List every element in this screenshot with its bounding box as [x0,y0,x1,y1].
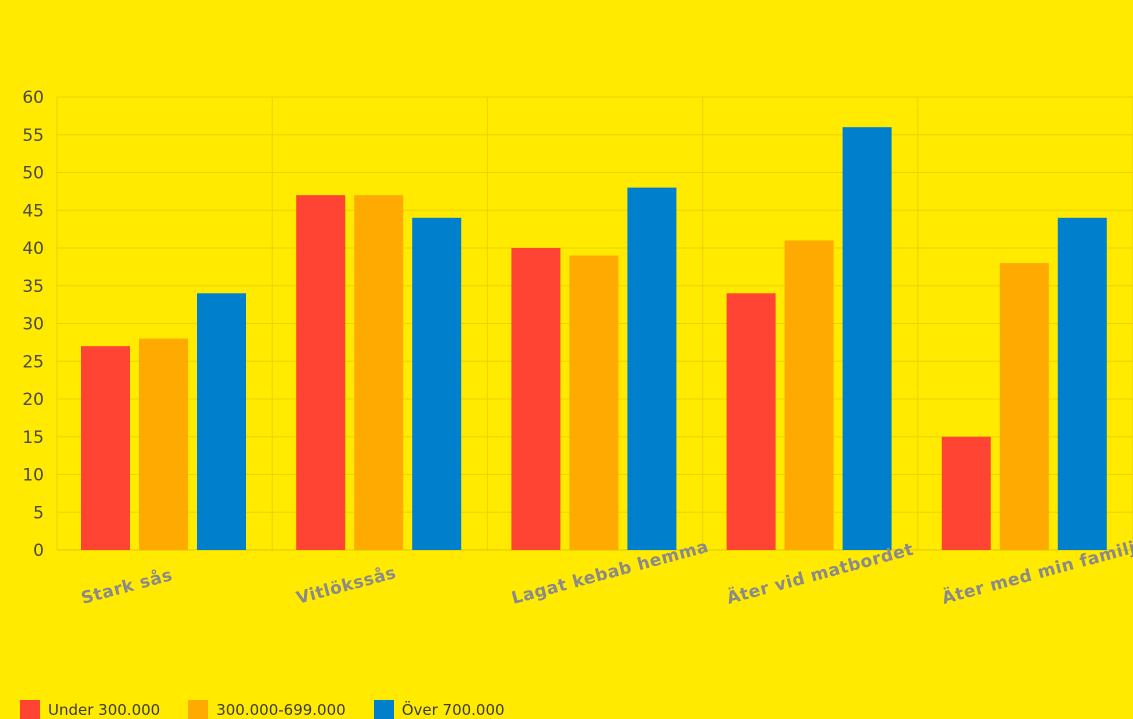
legend-label: Över 700.000 [401,700,505,719]
bar [784,240,834,550]
bar [354,195,404,550]
bar [412,217,462,551]
y-tick-label: 50 [22,164,44,184]
legend-item-over-700000: Över 700.000 [373,700,505,719]
y-tick-label: 40 [22,239,44,259]
bar [842,127,892,550]
y-tick-label: 20 [22,390,44,410]
bar [81,346,130,550]
bar [569,255,619,551]
y-tick-label: 10 [22,466,44,486]
x-tick-label: Vitlökssås [294,561,399,609]
y-tick-label: 30 [22,315,44,335]
y-tick-label: 25 [22,352,44,372]
legend-label: 300.000-699.000 [216,700,346,719]
y-tick-label: 55 [22,126,44,146]
y-tick-label: 60 [22,88,44,108]
bar [941,436,991,550]
bar [1057,217,1107,551]
legend-swatch [188,700,209,719]
bar [726,293,776,550]
y-tick-label: 0 [33,541,44,561]
x-tick-label: Stark sås [79,563,175,608]
bar [139,338,188,550]
bar [999,263,1049,550]
legend-swatch [20,700,40,719]
y-tick-label: 5 [33,503,44,523]
bar [296,195,346,550]
bar [197,293,246,550]
y-tick-label: 15 [22,428,44,448]
legend-swatch [373,700,394,719]
bar [627,187,677,550]
legend: Under 300.000 300.000-699.000 Över 700.0… [20,700,505,719]
bar [511,248,561,550]
y-tick-label: 35 [22,277,44,297]
legend-item-300000-699000: 300.000-699.000 [188,700,346,719]
y-tick-label: 45 [22,201,44,221]
bars [81,127,1107,551]
legend-item-under-300000: Under 300.000 [20,700,160,719]
legend-label: Under 300.000 [48,700,161,719]
y-axis-ticks: 0 5 10 15 20 25 30 35 40 45 50 55 60 [22,88,44,561]
